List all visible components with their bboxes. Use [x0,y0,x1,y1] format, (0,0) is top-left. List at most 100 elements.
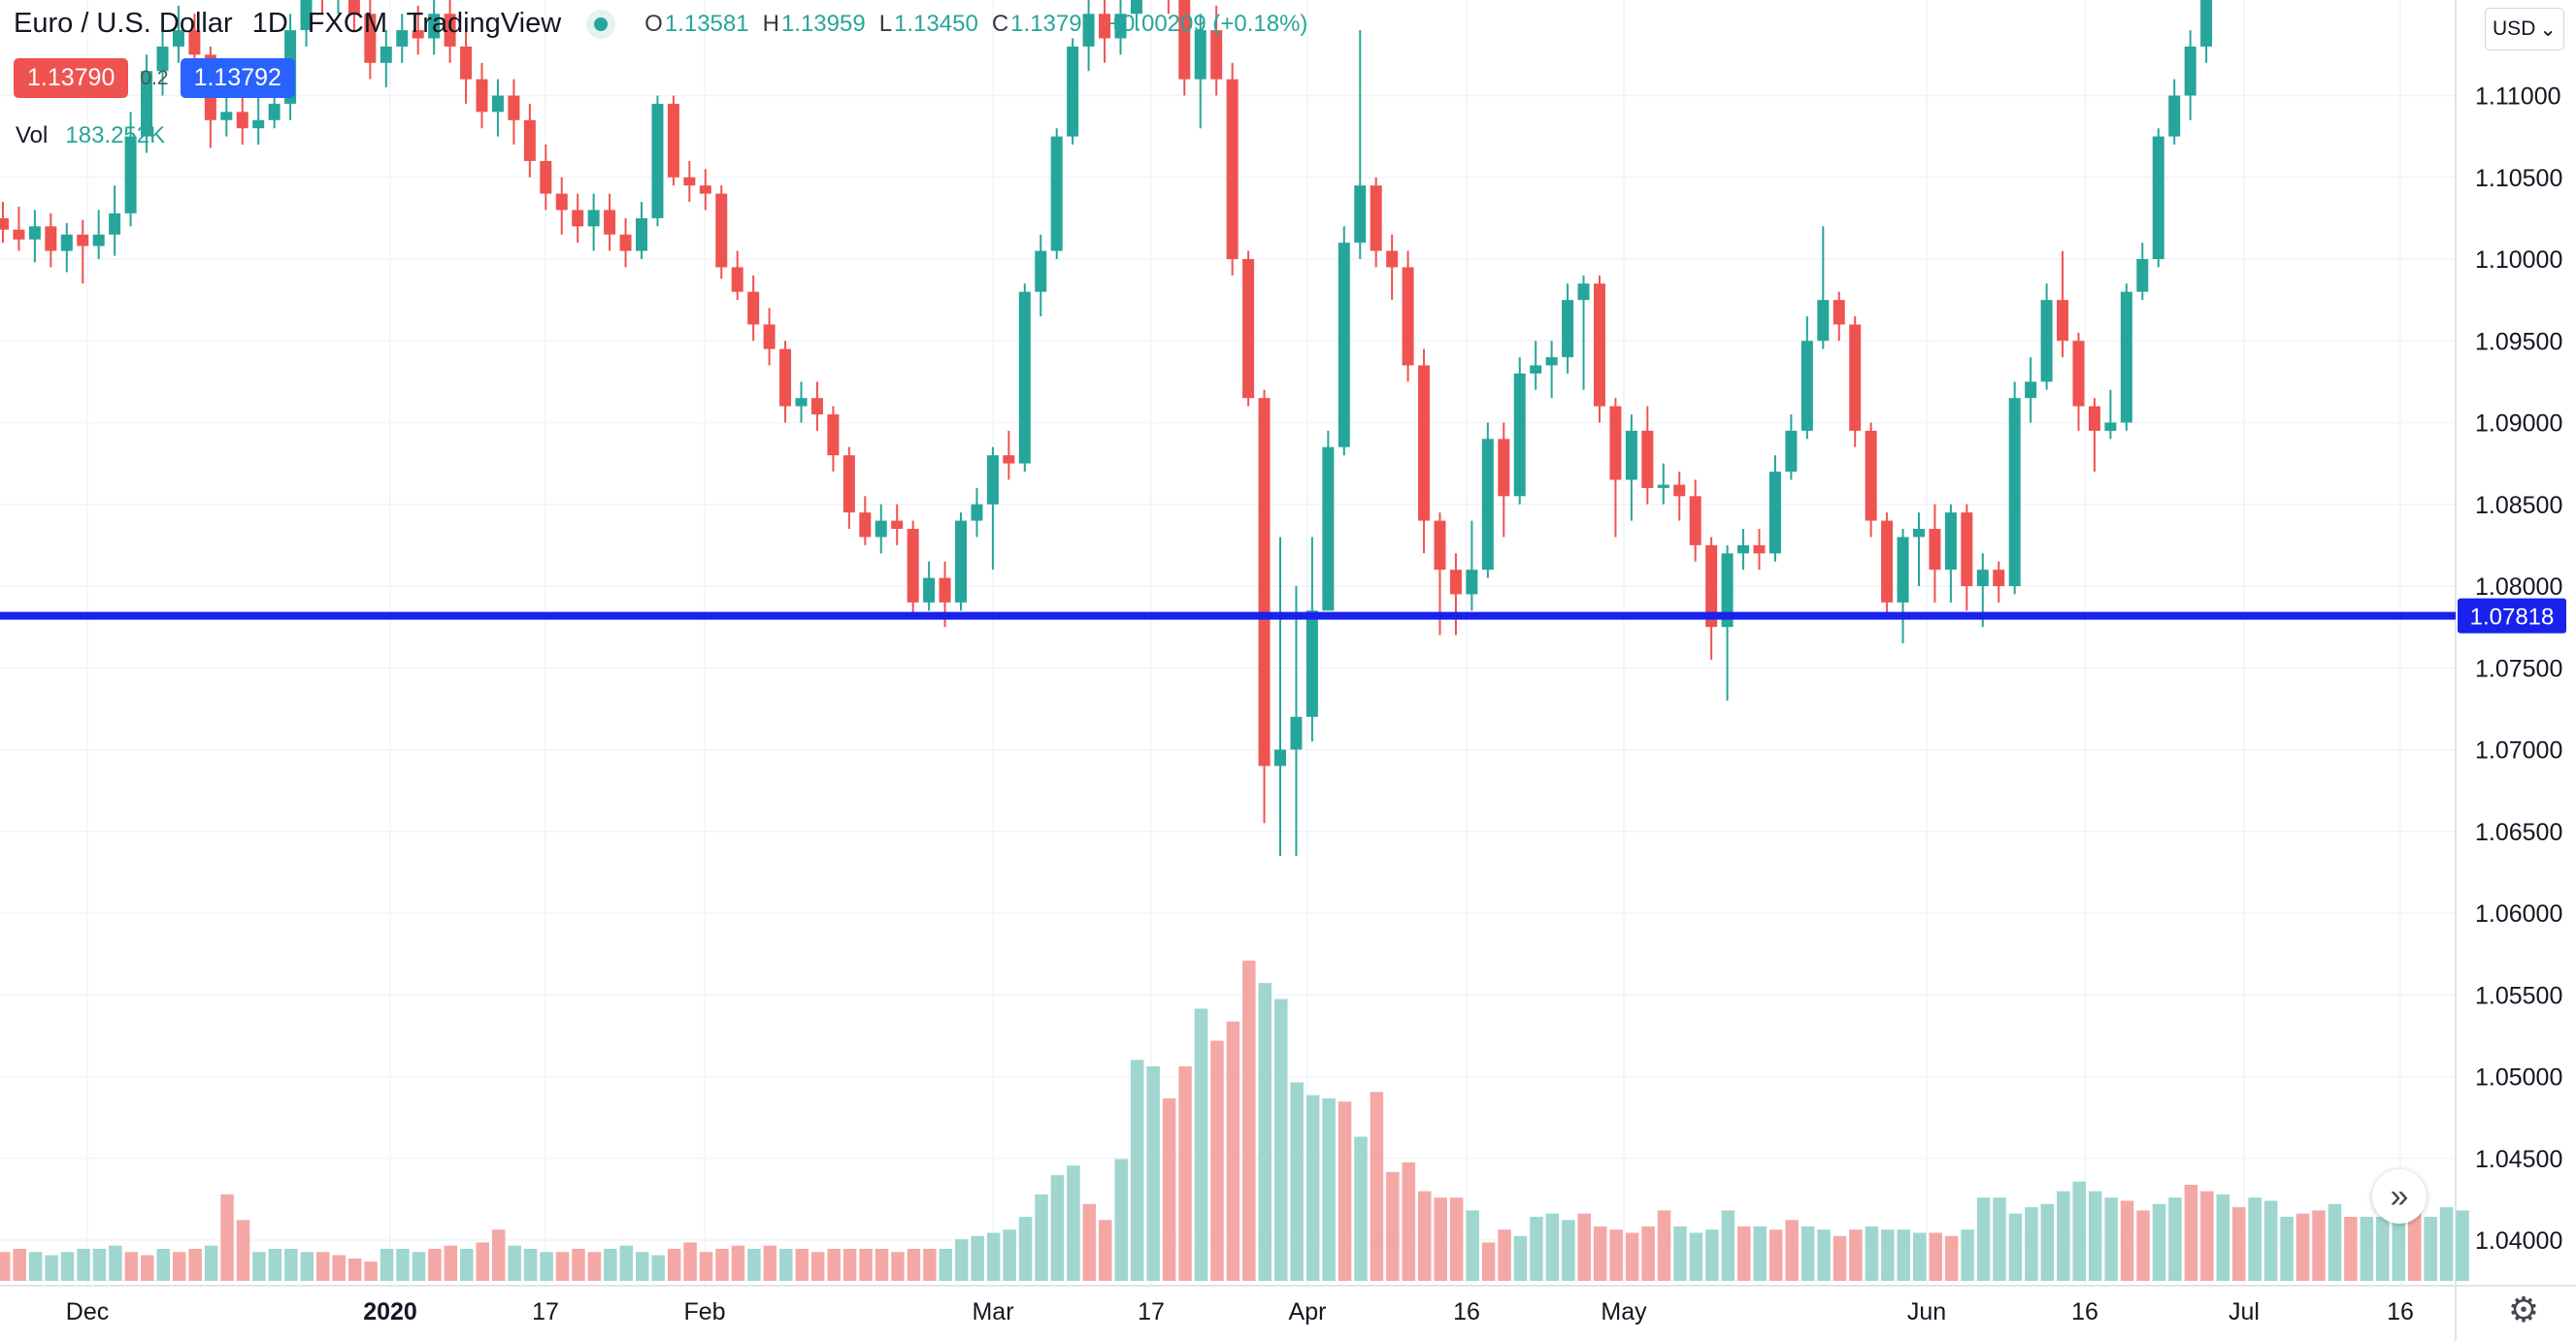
volume-bar [907,1249,921,1281]
volume-bar [1242,961,1256,1281]
volume-bar [971,1235,984,1281]
volume-bar [0,1252,11,1281]
candle-body [1290,716,1303,750]
volume-bar [1865,1226,1879,1281]
volume-bar [875,1249,889,1281]
volume-bar [1003,1229,1016,1281]
volume-bar [523,1249,538,1281]
volume-bar [2120,1200,2134,1281]
volume-bar [1577,1213,1592,1281]
volume-bar [2328,1203,2342,1281]
volume-bar [1609,1229,1623,1281]
volume-bar [109,1245,122,1281]
ohlc-change: +0.00209 (+0.18%) [1107,10,1308,37]
candle-body [45,226,57,251]
volume-bar [380,1249,394,1281]
volume-bar [842,1249,857,1281]
volume-bar [156,1249,170,1281]
volume-bar [1785,1220,1799,1281]
volume-bar [396,1249,410,1281]
volume-bar [60,1252,75,1281]
candle-body [795,398,808,407]
volume-bar [1768,1229,1783,1281]
ohlc-high: H1.13959 [762,10,866,37]
price-axis[interactable]: 1.11000 1.10500 1.10000 1.09500 1.09000 1.085… [2475,6,2562,1255]
volume-bar [572,1249,585,1281]
volume-bar [763,1245,777,1281]
candle-body [1402,267,1414,366]
volume-bar [1082,1203,1097,1281]
candle-body [683,177,696,186]
candle-body [875,520,887,538]
chevron-down-icon: ⌄ [2539,17,2557,41]
candle-body [2088,406,2100,431]
symbol-legend: Euro / U.S. Dollar 1D FXCM TradingView O… [14,8,1307,40]
volume-legend[interactable]: Vol 183.252K [16,122,165,149]
candle-body [523,119,536,161]
volume-bar [268,1249,282,1281]
candle-body [1305,610,1318,717]
scroll-to-realtime-button[interactable]: » [2372,1169,2427,1224]
candle-body [1498,439,1510,497]
volume-bar [587,1252,602,1281]
volume-bar [1449,1197,1464,1281]
candle-body [747,291,760,325]
buy-price-button[interactable]: 1.13792 [180,58,295,98]
candle-body [124,136,137,213]
candle-body [1881,520,1894,603]
volume-bar [859,1249,873,1281]
volume-bar [2088,1191,2102,1281]
candle-body [1929,529,1941,571]
time-axis-label: May [1601,1298,1647,1325]
candle-body [412,30,424,39]
time-axis-label: 17 [532,1298,559,1325]
sell-price-button[interactable]: 1.13790 [14,58,129,98]
horizontal-support-line[interactable]: 1.07818 [0,598,2566,634]
volume-bar [683,1242,697,1281]
volume-bar [1099,1220,1112,1281]
candle-body [1641,430,1654,488]
candle-body [1961,512,1973,586]
candle-body [1657,484,1669,488]
candle-body [1800,341,1813,431]
volume-bar [1258,983,1272,1281]
chart-settings-button[interactable]: ⚙ [2502,1289,2545,1331]
symbol-title[interactable]: Euro / U.S. Dollar 1D FXCM TradingView [14,8,573,40]
candle-body [1082,14,1095,47]
volume-bar [2072,1181,2086,1281]
candle-body [1099,14,1111,39]
volume-bar [2407,1210,2422,1281]
volume-bar [1130,1060,1144,1281]
time-axis[interactable]: Dec 2020 17 Feb Mar 17 Apr 16 May Jun 16 Jul 16 [66,1298,2414,1325]
volume-bar [923,1249,937,1281]
candle-body [1865,430,1877,521]
symbol-source: TradingView [406,8,562,39]
volume-bar [827,1249,841,1281]
double-chevron-right-icon: » [2390,1177,2409,1215]
candle-body [907,529,919,603]
candle-body [1545,357,1558,366]
volume-bar [715,1249,729,1281]
price-axis-label: 1.05500 [2475,982,2562,1009]
candle-body [1577,283,1590,301]
currency-selector-button[interactable]: USD ⌄ [2485,8,2564,50]
candle-body [1194,30,1206,80]
volume-bar [795,1249,809,1281]
volume-bar [540,1252,553,1281]
price-axis-label: 1.11000 [2475,83,2561,111]
candle-body [1449,570,1462,595]
volume-bar [77,1249,90,1281]
candle-body [604,210,616,235]
candle-body [380,46,392,63]
volume-bar [2025,1207,2038,1281]
candle-body [1354,185,1367,244]
volume-bar [1210,1040,1224,1281]
candle-body [1035,250,1047,292]
candle-body [1466,570,1478,595]
candle-body [1976,570,1989,586]
time-axis-label: 16 [1453,1298,1480,1325]
volume-bar [1305,1095,1320,1281]
volume-bar [2200,1191,2214,1281]
volume-bar [1625,1232,1639,1281]
